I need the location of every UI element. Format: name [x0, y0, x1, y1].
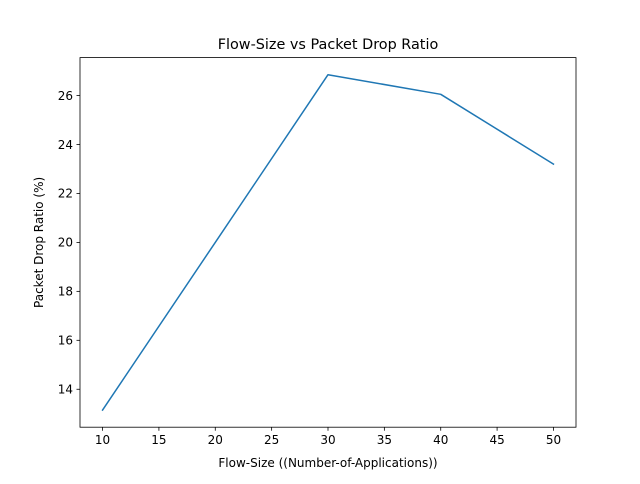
plot-frame	[79, 57, 577, 428]
x-tick-label: 50	[546, 433, 561, 447]
x-tick-label: 20	[208, 433, 223, 447]
x-tick-label: 25	[264, 433, 279, 447]
y-tick-label: 20	[58, 236, 73, 250]
x-tick-label: 45	[489, 433, 504, 447]
y-tick-label: 26	[58, 89, 73, 103]
x-tick-label: 15	[151, 433, 166, 447]
y-tick-label: 16	[58, 334, 73, 348]
y-tick-label: 14	[58, 383, 73, 397]
chart-title: Flow-Size vs Packet Drop Ratio	[218, 37, 439, 53]
x-tick-label: 30	[320, 433, 335, 447]
y-tick-label: 18	[58, 285, 73, 299]
series-line	[101, 73, 555, 412]
y-axis-ticks: 14 16 18 20 22 24 26	[58, 89, 80, 397]
y-tick-label: 22	[58, 187, 73, 201]
x-axis-ticks: 10 15 20 25 30 35 40 45 50	[95, 427, 561, 447]
x-tick-label: 10	[95, 433, 110, 447]
x-axis-label: Flow-Size ((Number-of-Applications))	[218, 456, 437, 470]
series-layer	[101, 73, 555, 412]
x-tick-label: 35	[377, 433, 392, 447]
plot-area	[80, 57, 576, 428]
x-tick-label: 40	[433, 433, 448, 447]
y-tick-label: 24	[58, 138, 73, 152]
y-axis-label: Packet Drop Ratio (%)	[32, 177, 46, 308]
